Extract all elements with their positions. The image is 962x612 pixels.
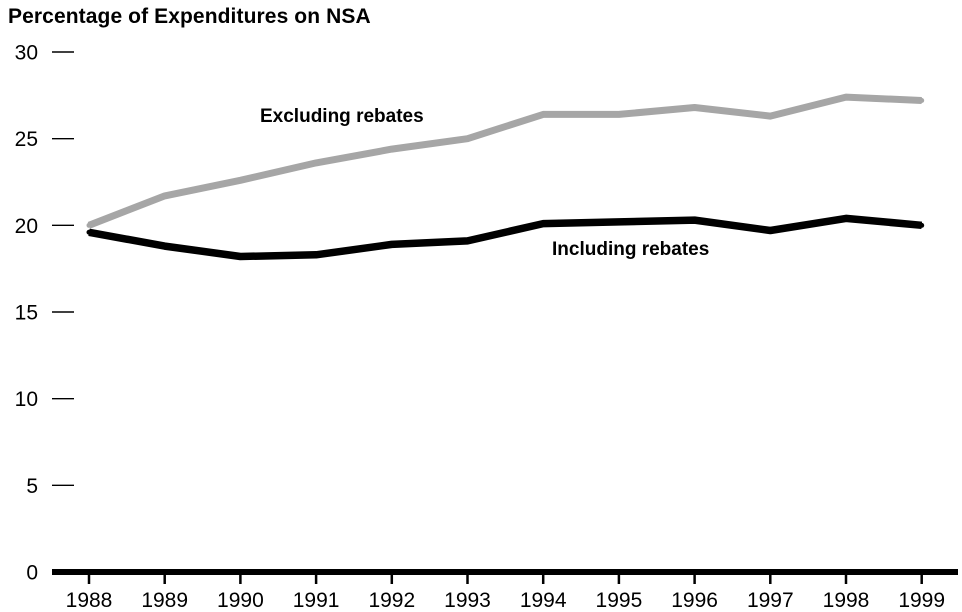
data-point [237, 177, 243, 183]
y-tick-label: 10 [15, 388, 38, 411]
x-tick-label: 1991 [293, 589, 340, 612]
data-point [692, 104, 698, 110]
series-line-excluding-rebates [87, 93, 922, 229]
data-point [843, 94, 849, 100]
x-tick-label: 1990 [217, 589, 264, 612]
data-point [313, 160, 319, 166]
data-point [389, 241, 395, 247]
y-tick-label: 25 [15, 128, 38, 151]
data-point [767, 228, 773, 234]
data-point [540, 111, 546, 117]
data-point [919, 98, 925, 104]
x-tick-label: 1988 [66, 589, 113, 612]
x-tick-label: 1989 [141, 589, 188, 612]
y-tick-label: 15 [15, 302, 38, 325]
chart-title: Percentage of Expenditures on NSA [8, 5, 371, 28]
y-tick-label: 20 [15, 215, 38, 238]
data-point [162, 193, 168, 199]
data-point [237, 254, 243, 260]
data-point [919, 222, 925, 228]
data-point [616, 219, 622, 225]
data-point [692, 217, 698, 223]
data-point [465, 238, 470, 244]
data-point [616, 111, 622, 117]
x-tick-label: 1996 [671, 589, 718, 612]
data-point [389, 146, 395, 152]
data-point [465, 136, 470, 142]
data-point [86, 222, 92, 228]
series-label: Excluding rebates [260, 106, 424, 127]
data-point [86, 229, 92, 235]
x-tick-label: 1994 [520, 589, 567, 612]
x-tick-label: 1997 [747, 589, 794, 612]
series-label: Including rebates [552, 239, 709, 260]
x-tick-label: 1999 [898, 589, 945, 612]
series-line-including-rebates [88, 214, 923, 261]
data-point [162, 243, 168, 249]
series-layer [86, 93, 925, 261]
y-tick-label: 5 [26, 475, 38, 498]
x-tick-label: 1993 [444, 589, 491, 612]
x-axis: 1988 1989 1990 1991 1992 1993 1994 1995 1996 1997… [52, 569, 958, 612]
y-axis: 0 5 10 15 20 25 30 [15, 42, 74, 585]
series-label-layer: Excluding rebates Including rebates [260, 106, 709, 260]
x-tick-label: 1995 [596, 589, 643, 612]
x-tick-label: 1992 [368, 589, 415, 612]
y-tick-label: 30 [15, 42, 38, 65]
data-point [540, 221, 546, 227]
data-point [843, 215, 849, 221]
data-point [313, 252, 319, 258]
y-tick-label: 0 [26, 562, 38, 585]
x-tick-label: 1998 [823, 589, 870, 612]
data-point [767, 113, 773, 119]
